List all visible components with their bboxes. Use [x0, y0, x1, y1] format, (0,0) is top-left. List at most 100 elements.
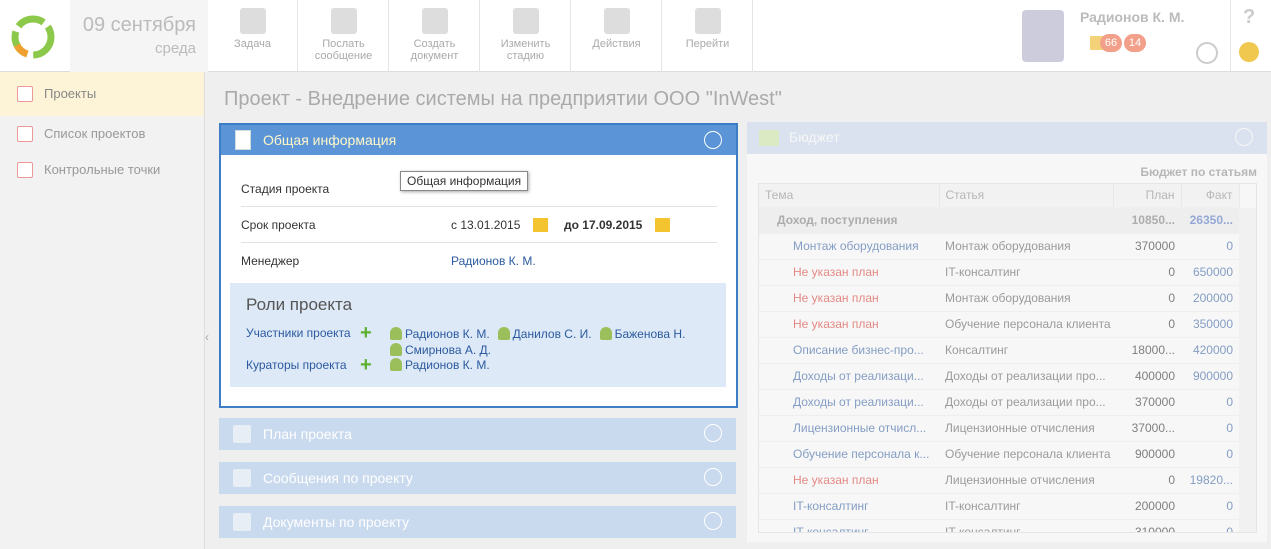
- collapsed-panel[interactable]: Документы по проекту: [219, 506, 736, 538]
- budget-row[interactable]: IT-консалтинг IT-консалтинг 200000 0: [759, 493, 1239, 520]
- participants-label: Участники проекта: [246, 326, 351, 340]
- page-title: Проект - Внедрение системы на предприяти…: [224, 88, 782, 110]
- person[interactable]: Радионов К. М.: [390, 327, 490, 341]
- topic: Не указан план: [759, 259, 939, 286]
- person[interactable]: Смирнова А. Д.: [390, 343, 491, 357]
- budget-row[interactable]: Монтаж оборудования Монтаж оборудования 37…: [759, 233, 1239, 260]
- roles-box: Роли проекта Участники проекта Кураторы …: [230, 283, 726, 387]
- group-fact: 26350...: [1181, 207, 1239, 234]
- add-participant[interactable]: +: [360, 322, 372, 344]
- sidebar-item[interactable]: Проекты: [0, 72, 204, 116]
- plan: 18000...: [1113, 337, 1181, 364]
- scrollbar[interactable]: [1239, 208, 1256, 532]
- field-row: Срок проекта с 13.01.2015 до 17.09.2015: [241, 207, 717, 243]
- field-label: Менеджер: [241, 254, 300, 268]
- item: Доходы от реализации про...: [939, 389, 1113, 416]
- budget-row[interactable]: Описание бизнес-про... Консалтинг 18000...…: [759, 337, 1239, 364]
- panel-title: Сообщения по проекту: [263, 470, 413, 486]
- panel-header[interactable]: Общая информация: [221, 125, 736, 155]
- plan: 900000: [1113, 441, 1181, 468]
- topic: IT-консалтинг: [759, 519, 939, 532]
- toolbar-button[interactable]: Создать документ: [390, 0, 480, 72]
- item: Монтаж оборудования: [939, 285, 1113, 312]
- panel-header[interactable]: Бюджет: [747, 122, 1267, 154]
- toolbar-button[interactable]: Действия: [572, 0, 662, 72]
- budget-by-items-link[interactable]: Бюджет по статьям: [1140, 165, 1257, 179]
- toolbar-icon: [603, 8, 630, 34]
- budget-row[interactable]: IT-консалтинг IT-консалтинг 310000 0: [759, 519, 1239, 532]
- date-to: до 17.09.2015: [564, 218, 643, 232]
- topic: Доходы от реализаци...: [759, 363, 939, 390]
- person-icon: [390, 327, 402, 340]
- plan: 0: [1113, 311, 1181, 338]
- person[interactable]: Баженова Н.: [599, 327, 685, 341]
- toolbar-button[interactable]: Задача: [208, 0, 298, 72]
- budget-row[interactable]: Не указан план IT-консалтинг 0 650000: [759, 259, 1239, 286]
- budget-row[interactable]: Не указан план Обучение персонала клиента…: [759, 311, 1239, 338]
- panel-icon: [233, 425, 251, 443]
- expand-button[interactable]: [704, 424, 722, 442]
- person-icon: [390, 343, 402, 356]
- topic: Не указан план: [759, 285, 939, 312]
- topic: Монтаж оборудования: [759, 233, 939, 260]
- column-header[interactable]: Факт: [1181, 184, 1240, 208]
- budget-row[interactable]: Доходы от реализаци... Доходы от реализац…: [759, 389, 1239, 416]
- person[interactable]: Данилов С. И.: [497, 327, 592, 341]
- collapse-sidebar[interactable]: ‹: [205, 330, 209, 344]
- calendar-icon[interactable]: [533, 218, 548, 232]
- budget-row[interactable]: Лицензионные отчисл... Лицензионные отчис…: [759, 415, 1239, 442]
- toolbar-button[interactable]: Изменить стадию: [481, 0, 571, 72]
- toolbar-icon: [694, 8, 721, 34]
- budget-row[interactable]: Доходы от реализаци... Доходы от реализац…: [759, 363, 1239, 390]
- toolbar-label: Задача: [234, 38, 271, 50]
- calendar-icon[interactable]: [655, 218, 670, 232]
- collapse-button[interactable]: [1235, 128, 1253, 146]
- toolbar-button[interactable]: Послать сообщение: [299, 0, 389, 72]
- fact: 19820...: [1181, 467, 1239, 494]
- manager-link[interactable]: Радионов К. М.: [451, 254, 536, 268]
- date-box: 09 сентября среда: [70, 0, 208, 72]
- avatar[interactable]: [1022, 10, 1064, 62]
- expand-button[interactable]: [704, 512, 722, 530]
- add-curator[interactable]: +: [360, 354, 372, 376]
- fact: 0: [1181, 493, 1239, 520]
- toolbar-icon: [421, 8, 448, 34]
- user-name[interactable]: Радионов К. М.: [1080, 9, 1185, 25]
- person[interactable]: Радионов К. М.: [390, 358, 490, 372]
- group-name[interactable]: Доход, поступления: [759, 207, 1113, 234]
- panel-icon: [233, 513, 251, 531]
- item: Монтаж оборудования: [939, 233, 1113, 260]
- toolbar-button[interactable]: Перейти: [663, 0, 753, 72]
- column-header[interactable]: Статья: [939, 184, 1114, 208]
- budget-row[interactable]: Не указан план Лицензионные отчисления 0 19…: [759, 467, 1239, 494]
- group-plan: 10850...: [1113, 207, 1181, 234]
- column-header[interactable]: Тема: [759, 184, 940, 208]
- panel-title: Общая информация: [263, 132, 397, 148]
- collapse-button[interactable]: [704, 131, 722, 149]
- budget-panel: Бюджет Бюджет по статьям Тема Статья План Ф…: [747, 122, 1267, 542]
- budget-row[interactable]: Обучение персонала к... Обучение персонал…: [759, 441, 1239, 468]
- person-icon: [497, 327, 510, 340]
- help-icon[interactable]: ?: [1243, 6, 1256, 28]
- collapsed-panel[interactable]: План проекта: [219, 418, 736, 450]
- sidebar-item[interactable]: Список проектов: [0, 116, 204, 152]
- curators: Радионов К. М.: [390, 358, 720, 372]
- collapsed-panel[interactable]: Сообщения по проекту: [219, 462, 736, 494]
- settings-icon[interactable]: [1239, 42, 1259, 62]
- sidebar-icon: [17, 126, 33, 142]
- sidebar-item[interactable]: Контрольные точки: [0, 152, 204, 188]
- logo[interactable]: [10, 14, 56, 60]
- sidebar: Проекты Список проектов Контрольные точки: [0, 72, 205, 549]
- plan: 200000: [1113, 493, 1181, 520]
- toolbar-label: Перейти: [685, 38, 730, 50]
- fact: 0: [1181, 519, 1239, 532]
- sidebar-label: Контрольные точки: [44, 162, 161, 177]
- fact: 0: [1181, 389, 1239, 416]
- person-icon: [390, 358, 402, 371]
- column-header[interactable]: План: [1113, 184, 1182, 208]
- general-info-panel: Общая информация Стадия проекта Срок про…: [219, 123, 738, 408]
- menu-toggle[interactable]: [1196, 42, 1218, 64]
- expand-button[interactable]: [704, 468, 722, 486]
- budget-row[interactable]: Не указан план Монтаж оборудования 0 200000: [759, 285, 1239, 312]
